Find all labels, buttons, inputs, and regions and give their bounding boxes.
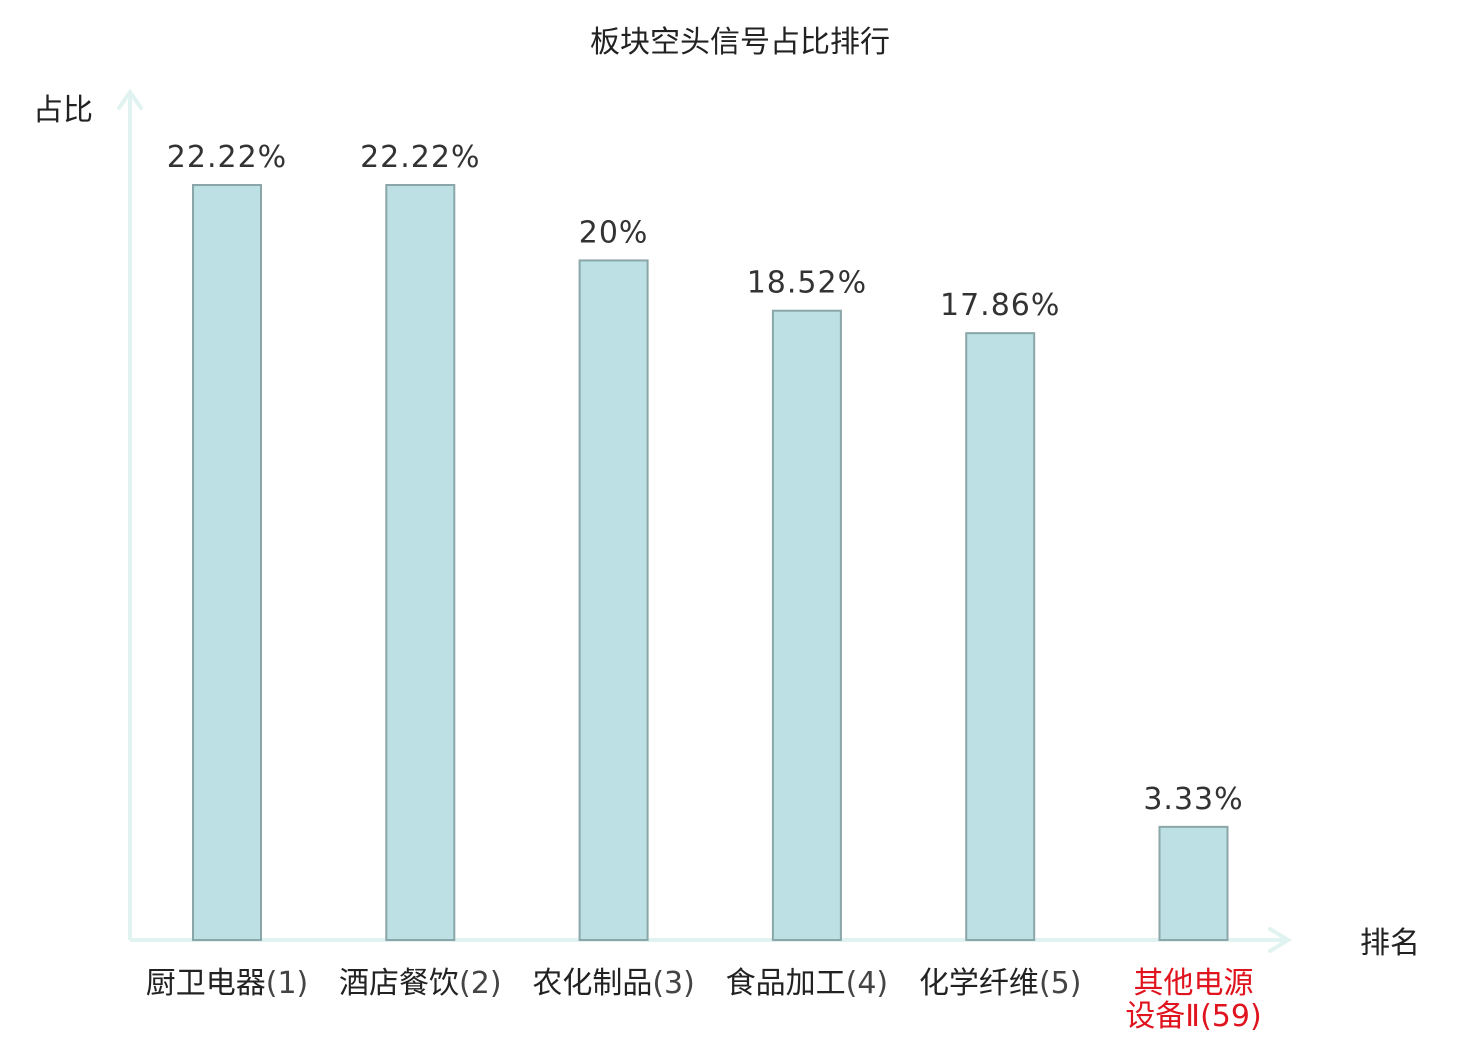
category-labels-group: 厨卫电器(1) 酒店餐饮(2) 农化制品(3) 食品加工(4) 化学纤维(5) 其他电源设… <box>146 966 1262 1034</box>
category-rank: (2) <box>459 966 502 1001</box>
y-axis-arrow <box>117 88 143 110</box>
chart-title: 板块空头信号占比排行 <box>590 25 890 60</box>
category-rank: (5) <box>1039 966 1082 1001</box>
x-axis <box>130 927 1292 953</box>
category-label: 化学纤维(5) <box>919 966 1081 1001</box>
category-label: 厨卫电器(1) <box>146 966 309 1001</box>
category-label: 农化制品(3) <box>532 966 695 1001</box>
bar-value-label: 22.22% <box>360 140 480 175</box>
y-axis-label: 占比 <box>33 93 93 128</box>
category-rank: (1) <box>266 966 309 1001</box>
bar-value-label: 17.86% <box>940 288 1060 323</box>
category-label-line1: 其他电源 <box>1134 966 1254 1001</box>
bar-value-label: 22.22% <box>167 140 287 175</box>
category-label: 食品加工(4) <box>726 966 889 1001</box>
category-label-line2: 设备Ⅱ(59) <box>1125 999 1261 1034</box>
value-labels-group: 22.22% 22.22% 20% 18.52% 17.86% 3.33% <box>167 140 1243 817</box>
bar <box>385 184 456 941</box>
category-name: 设备Ⅱ <box>1125 999 1200 1034</box>
bar <box>578 259 649 941</box>
x-axis-label: 排名 <box>1360 926 1420 961</box>
category-rank: (4) <box>846 966 889 1001</box>
bar <box>1158 825 1229 941</box>
bar <box>192 184 262 941</box>
category-rank: (59) <box>1200 999 1262 1034</box>
category-name: 农化制品 <box>532 966 652 1001</box>
category-rank: (3) <box>652 966 695 1001</box>
bar-value-label: 3.33% <box>1143 782 1243 817</box>
category-name: 化学纤维 <box>919 966 1039 1001</box>
category-label: 酒店餐饮(2) <box>339 966 502 1001</box>
category-name: 酒店餐饮 <box>339 966 459 1001</box>
bars-group <box>192 184 1229 941</box>
bar-value-label: 18.52% <box>747 266 867 301</box>
bar <box>965 332 1036 941</box>
bar <box>771 309 842 941</box>
category-name: 食品加工 <box>726 966 846 1001</box>
category-name: 厨卫电器 <box>146 966 266 1001</box>
y-axis <box>117 88 143 940</box>
bar-value-label: 20% <box>579 215 649 250</box>
x-axis-arrow <box>1268 927 1292 953</box>
